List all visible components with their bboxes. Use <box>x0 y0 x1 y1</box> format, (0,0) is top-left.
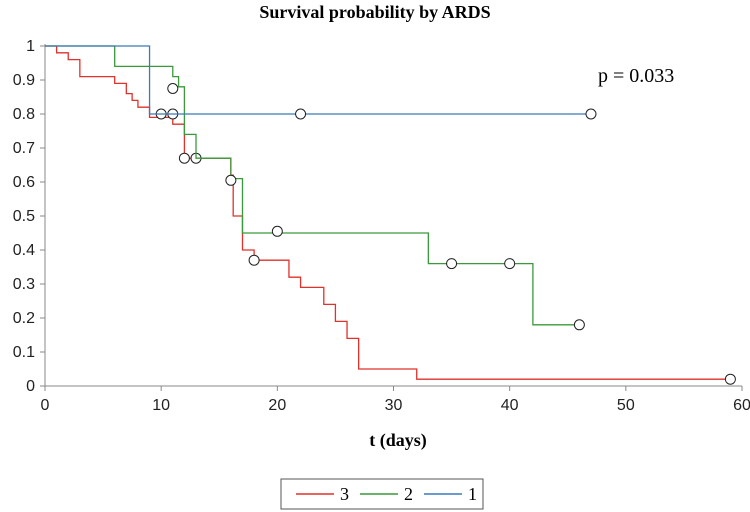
legend-label: 3 <box>340 484 349 504</box>
censor-mark <box>504 258 516 270</box>
axes: 00.10.20.30.40.50.60.70.80.910 10 20 30 40 50… <box>13 38 750 414</box>
censor-mark <box>225 174 237 186</box>
censor-mark <box>248 254 260 266</box>
x-tick-label: 20 <box>268 397 286 414</box>
x-tick-label: 40 <box>501 397 519 414</box>
p-value-annotation: p = 0.033 <box>598 65 674 87</box>
legend-label: 2 <box>404 484 413 504</box>
censor-mark <box>446 258 458 270</box>
series-line-1 <box>45 45 591 115</box>
y-tick-label: 1 <box>26 38 35 55</box>
censor-mark <box>271 225 283 237</box>
y-tick-label: 0.6 <box>13 174 35 191</box>
censor-mark <box>167 83 179 94</box>
y-tick-label: 0.3 <box>13 276 35 293</box>
y-tick-label: 0 <box>26 378 35 395</box>
series-line-3 <box>45 45 731 380</box>
y-tick-label: 0.2 <box>13 310 35 327</box>
series-1 <box>45 45 597 120</box>
legend-label: 1 <box>468 484 477 504</box>
censor-mark <box>724 373 736 385</box>
legend: 3 2 1 <box>280 478 484 510</box>
x-tick-label: 30 <box>385 397 403 414</box>
censor-mark <box>573 319 585 331</box>
chart-title: Survival probability by ARDS <box>259 2 490 22</box>
y-tick-label: 0.4 <box>13 242 35 259</box>
series-layer <box>45 45 736 385</box>
x-tick-label: 60 <box>733 397 750 414</box>
y-tick-label: 0.8 <box>13 106 35 123</box>
series-2 <box>45 45 585 331</box>
x-tick-label: 0 <box>41 397 50 414</box>
censor-mark <box>295 108 307 120</box>
y-tick-label: 0.9 <box>13 72 35 89</box>
censor-mark <box>178 152 190 164</box>
series-3 <box>45 45 736 385</box>
x-tick-label: 10 <box>152 397 170 414</box>
y-tick-label: 0.7 <box>13 140 35 157</box>
x-tick-label: 50 <box>617 397 635 414</box>
y-tick-label: 0.5 <box>13 208 35 225</box>
y-tick-label: 0.1 <box>13 344 35 361</box>
censor-mark <box>585 108 597 120</box>
series-line-2 <box>45 45 580 326</box>
x-axis-label: t (days) <box>369 430 427 451</box>
